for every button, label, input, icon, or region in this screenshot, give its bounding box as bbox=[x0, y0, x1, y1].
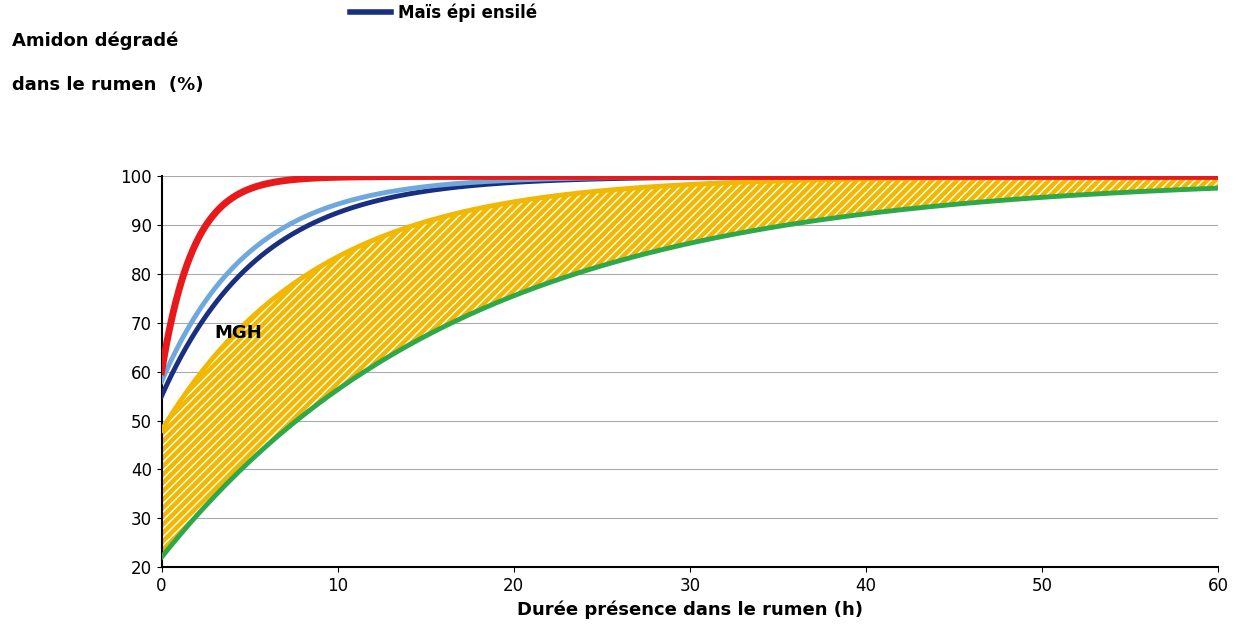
X-axis label: Durée présence dans le rumen (h): Durée présence dans le rumen (h) bbox=[517, 600, 863, 619]
Text: Amidon dégradé: Amidon dégradé bbox=[12, 32, 179, 50]
Text: MGH: MGH bbox=[215, 324, 262, 341]
Legend: Blé, Maïs grain sec, Maïs épi ensilé, Maïs grain humide ensilé, Maïs plante enti: Blé, Maïs grain sec, Maïs épi ensilé, Ma… bbox=[349, 0, 879, 22]
Text: dans le rumen  (%): dans le rumen (%) bbox=[12, 76, 204, 94]
